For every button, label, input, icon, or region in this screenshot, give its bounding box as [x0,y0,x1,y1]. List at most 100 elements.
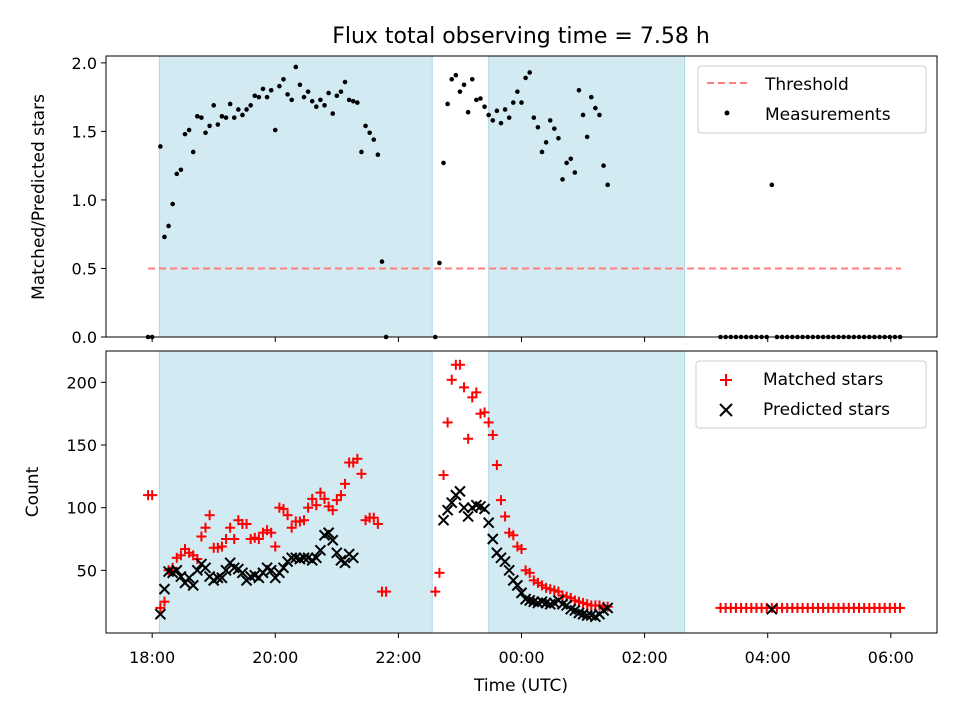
matched-star-point [196,531,207,542]
x-stroke [322,527,335,539]
x-stroke [536,595,548,608]
measurement-point [314,104,319,110]
measurement-point [178,167,184,173]
measurement-point [186,127,192,133]
predicted-star-point [499,555,511,568]
measurement-point [552,126,557,131]
predicted-star-point [458,501,470,514]
matched-star-point [487,429,498,440]
predicted-legend-label: Predicted stars [763,400,890,420]
measurement-point [564,160,569,166]
measurement-point [490,118,496,123]
measurement-point [227,101,233,107]
measurement-point [543,140,549,145]
measurement-point [498,120,504,126]
predicted-star-point [331,547,343,559]
matched-star-point [524,567,535,578]
x-axis-label: Time (UTC) [473,676,568,696]
measurement-point [584,134,590,140]
matched-star-point [299,515,310,526]
matched-star-point [467,392,478,403]
matched-star-point [303,502,314,513]
measurement-point [248,103,253,108]
measurement-point [523,75,528,81]
predicted-star-point [437,514,450,526]
x-stroke [302,552,314,564]
matched-star-point [241,518,252,529]
x-tick-label: 02:00 [622,648,668,667]
matched-star-point [372,518,383,529]
matched-star-point [200,522,211,533]
measurement-point [465,109,471,115]
x-stroke [335,554,347,567]
predicted-star-point [462,510,474,523]
predicted-star-point [236,567,249,579]
measurement-point [162,234,167,240]
x-stroke [766,603,778,615]
x-stroke [573,607,585,619]
matched-star-point [147,490,158,501]
bottom-y-axis-label: Count [23,466,43,517]
measurement-point [285,92,290,97]
predicted-star-point [154,608,167,620]
measurement-point [338,89,344,94]
measurement-point [437,260,442,266]
x-stroke [503,564,515,577]
measurement-point [580,112,586,118]
measurements-legend-label: Measurements [765,105,891,125]
matched-star-point [155,602,166,613]
matched-legend-swatch [720,374,732,386]
predicted-star-point [327,534,339,546]
x-stroke [528,595,540,608]
predicted-star-point [171,564,183,577]
matched-star-point [175,550,186,561]
measurement-point [601,163,606,168]
measurement-point [506,115,512,120]
matched-star-point [381,586,392,597]
measurement-point [486,112,491,118]
measurement-point [240,112,245,118]
measurement-point [309,98,315,104]
matched-star-point [479,407,490,418]
x-stroke [499,555,511,568]
measurement-point [326,90,331,96]
matched-star-point [446,374,457,385]
matched-star-point [434,567,445,578]
predicted-star-point [220,564,232,577]
top-y-tick-label: 1.0 [72,191,97,210]
matched-star-point [286,522,297,533]
x-stroke [437,514,450,526]
measurement-point [494,108,500,114]
x-stroke [511,579,524,592]
measurement-point [510,100,516,105]
measurement-point [576,87,582,93]
measurement-point [359,149,364,155]
matched-star-point [500,511,511,522]
predicted-star-point [454,485,466,498]
x-stroke [191,564,204,577]
measurement-point [219,114,225,119]
measurement-point [502,107,508,112]
measurement-point [272,127,278,133]
predicted-star-point [265,564,277,577]
x-stroke [220,564,232,577]
measurement-point [449,77,455,82]
measurement-point [231,115,237,120]
matched-star-point [356,468,367,479]
matched-star-point [483,417,494,428]
predicted-star-point [478,503,491,515]
measurement-point [519,100,524,105]
x-stroke [446,496,458,509]
x-stroke [236,567,249,579]
x-stroke [515,587,528,599]
top-panel: 0.00.51.01.52.0 Matched/Predicted stars … [29,54,938,347]
x-stroke [458,501,470,514]
measurement-point [457,89,463,94]
x-stroke [556,598,569,610]
x-stroke [154,608,167,620]
measurement-point [527,70,533,75]
x-stroke [519,593,532,605]
x-tick-label: 04:00 [745,648,791,667]
predicted-star-point [347,552,359,564]
measurement-point [211,103,217,108]
